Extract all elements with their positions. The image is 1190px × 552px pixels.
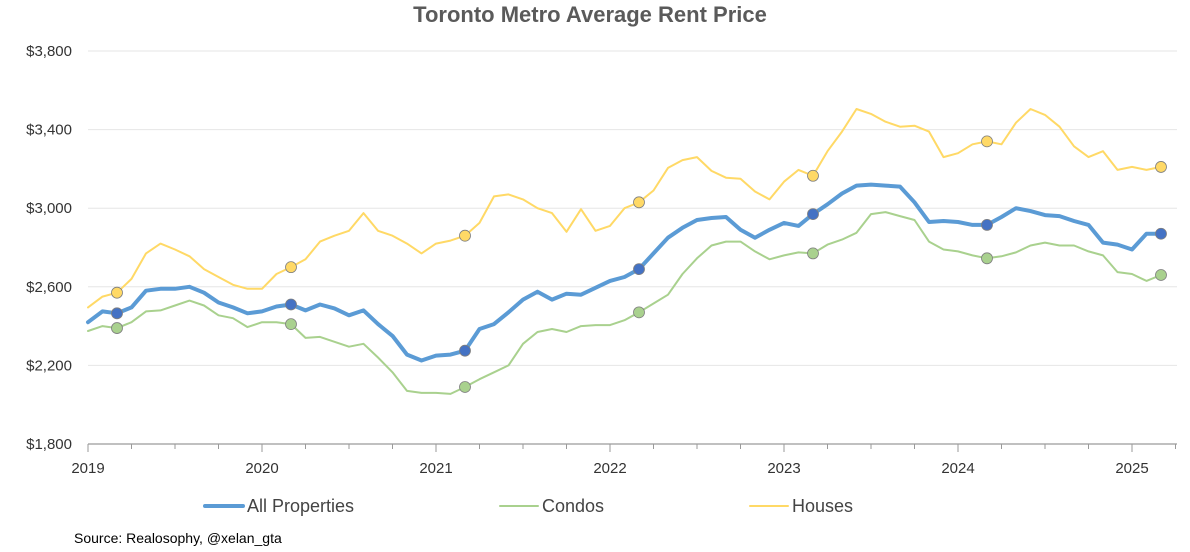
data-point-condos	[807, 247, 819, 260]
data-point-houses	[285, 261, 297, 274]
source-note: Source: Realosophy, @xelan_gta	[74, 530, 282, 546]
data-point-all-properties	[807, 208, 819, 220]
data-point-all-properties	[111, 307, 123, 320]
data-point-all-properties	[981, 219, 993, 231]
data-point-houses	[981, 135, 993, 148]
y-axis: $1,800 $2,200 $2,600 $3,000 $3,400 $3,800	[26, 43, 72, 453]
x-tick-label: 2024	[941, 460, 974, 477]
legend: All Properties Condos Houses	[203, 496, 853, 516]
data-point-all-properties	[1155, 227, 1167, 240]
x-tick-label: 2020	[245, 460, 278, 477]
data-point-condos	[981, 252, 993, 265]
data-point-houses	[807, 169, 819, 182]
data-point-houses	[1155, 161, 1167, 173]
y-tick-label: $1,800	[26, 436, 72, 453]
series-markers	[111, 135, 1167, 393]
data-point-condos	[285, 318, 297, 331]
data-point-houses	[633, 196, 645, 209]
x-tick-label: 2025	[1115, 460, 1148, 477]
y-tick-label: $2,600	[26, 279, 72, 296]
y-tick-label: $3,400	[26, 122, 72, 139]
data-point-condos	[459, 381, 471, 393]
data-point-all-properties	[633, 263, 645, 276]
data-point-houses	[459, 229, 471, 242]
series-line-all-properties	[86, 182, 1163, 363]
y-tick-label: $3,800	[26, 43, 72, 60]
grid-lines	[88, 50, 1177, 366]
data-point-condos	[111, 322, 123, 334]
x-tick-label: 2023	[767, 460, 800, 477]
x-tick-label: 2021	[419, 460, 452, 477]
x-tick-label: 2019	[71, 460, 104, 477]
y-tick-label: $2,200	[26, 357, 72, 374]
data-point-all-properties	[459, 344, 471, 357]
legend-label: Houses	[792, 496, 853, 516]
series-line-condos	[87, 211, 1162, 395]
legend-label: All Properties	[247, 496, 354, 516]
series-lines	[86, 108, 1163, 395]
data-point-condos	[633, 306, 645, 319]
y-tick-label: $3,000	[26, 200, 72, 217]
legend-label: Condos	[542, 496, 604, 516]
x-axis: 2019 2020 2021 2022 2023 2024 2025	[71, 443, 1177, 477]
data-point-houses	[111, 286, 123, 299]
x-tick-label: 2022	[593, 460, 626, 477]
data-point-condos	[1155, 269, 1167, 281]
chart-title: Toronto Metro Average Rent Price	[413, 2, 767, 27]
data-point-all-properties	[285, 298, 297, 311]
